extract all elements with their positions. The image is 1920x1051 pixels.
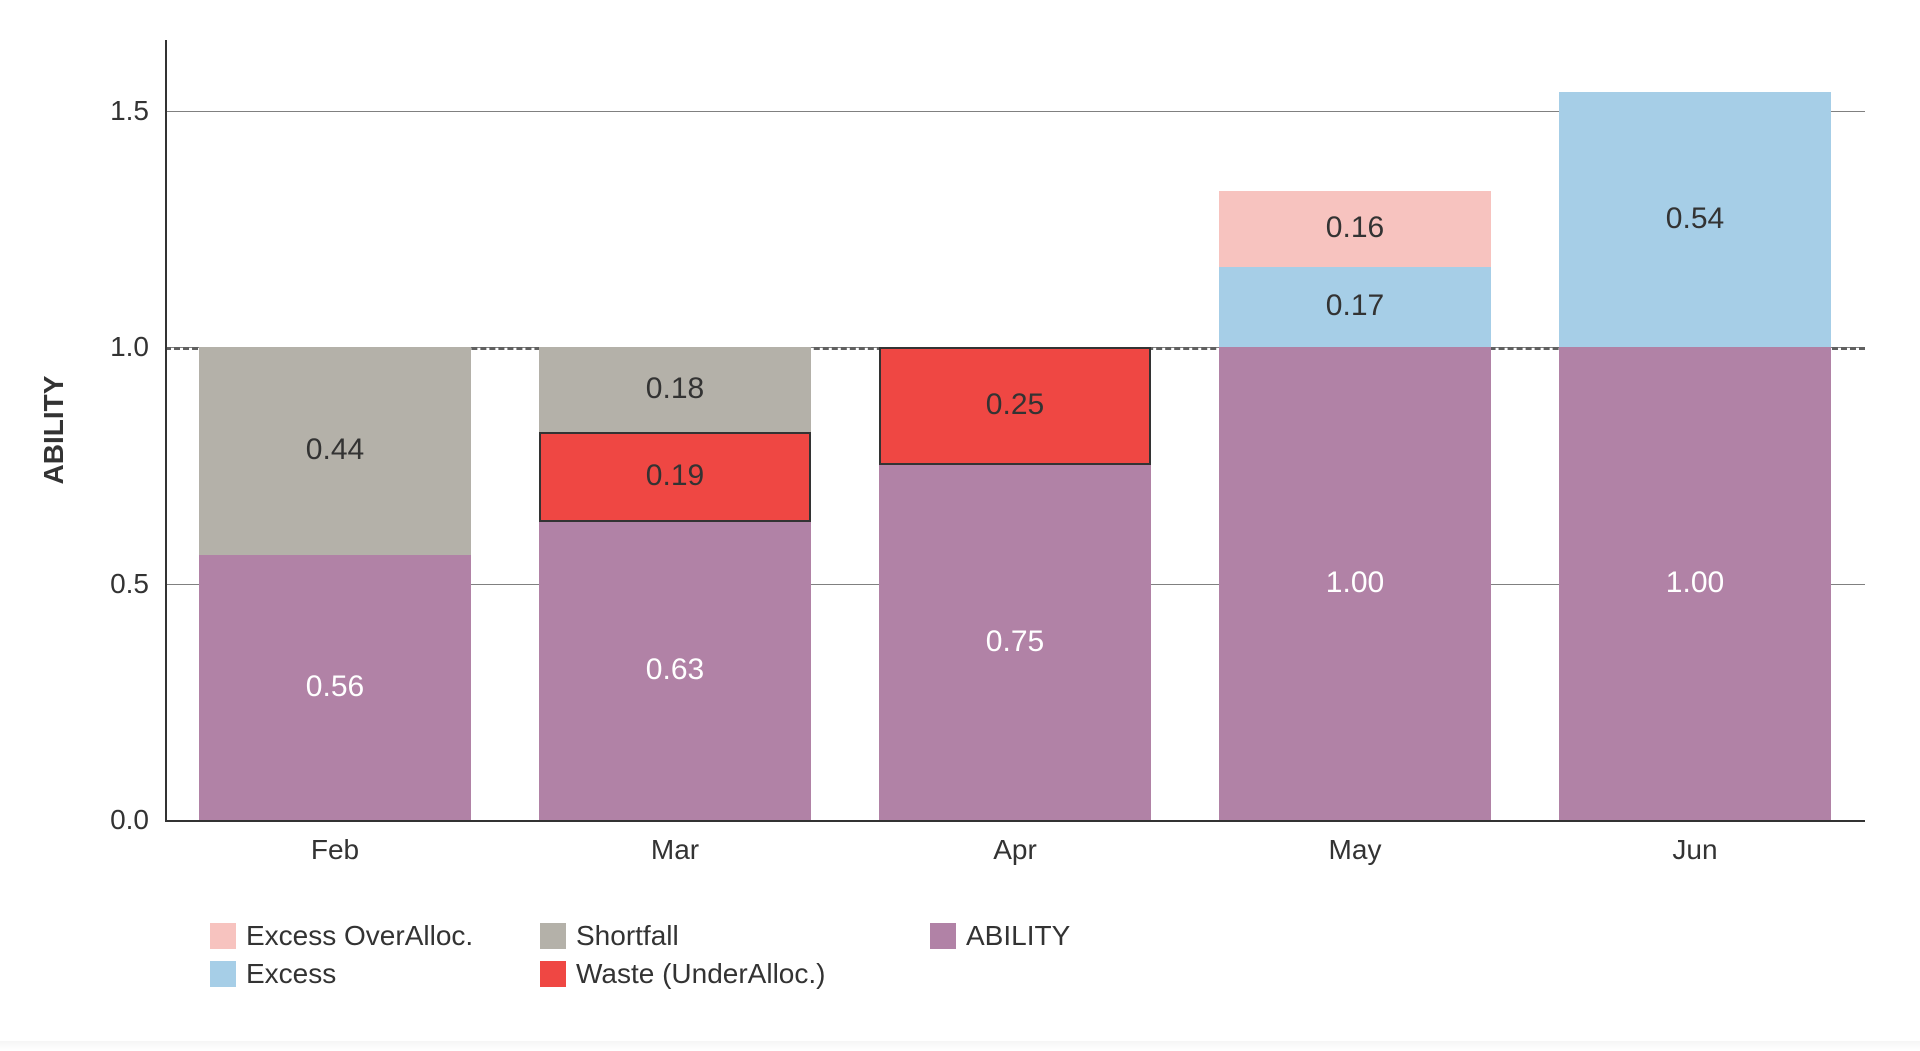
bar-segment-ability — [879, 465, 1151, 820]
x-tick-label: Apr — [993, 820, 1037, 866]
bar-segment-ability — [1219, 347, 1491, 820]
y-tick-label: 0.0 — [110, 804, 165, 836]
legend-label: Waste (UnderAlloc.) — [576, 958, 825, 990]
bar-group: 1.000.170.16 — [1219, 40, 1491, 820]
x-tick-label: Feb — [311, 820, 359, 866]
legend: Excess OverAlloc. Shortfall ABILITY Excess W… — [210, 920, 1190, 990]
legend-item-ability: ABILITY — [930, 920, 1190, 952]
bar-segment-ability — [199, 555, 471, 820]
bar-segment-excess — [1559, 92, 1831, 347]
x-tick-label: May — [1329, 820, 1382, 866]
legend-swatch — [540, 923, 566, 949]
legend-item-shortfall: Shortfall — [540, 920, 920, 952]
legend-label: Excess — [246, 958, 336, 990]
legend-swatch — [540, 961, 566, 987]
ability-stacked-bar-chart: 0.0 0.5 1.0 1.5 ABILITY 0.560.44Feb 0.630.190.… — [0, 0, 1920, 1051]
bottom-shadow — [0, 1041, 1920, 1051]
legend-item-waste_underalloc: Waste (UnderAlloc.) — [540, 958, 920, 990]
y-axis-line — [165, 40, 167, 820]
bar-segment-excess_overalloc — [1219, 191, 1491, 267]
legend-swatch — [210, 961, 236, 987]
y-axis-title: ABILITY — [38, 376, 70, 485]
legend-item-excess_overalloc: Excess OverAlloc. — [210, 920, 530, 952]
legend-item-excess: Excess — [210, 958, 530, 990]
bar-segment-ability — [1559, 347, 1831, 820]
bar-group: 0.750.25 — [879, 40, 1151, 820]
y-tick-label: 1.0 — [110, 331, 165, 363]
legend-label: Excess OverAlloc. — [246, 920, 473, 952]
legend-swatch — [930, 923, 956, 949]
bar-group: 1.000.54 — [1559, 40, 1831, 820]
y-tick-label: 0.5 — [110, 568, 165, 600]
bar-segment-shortfall — [199, 347, 471, 555]
bar-segment-shortfall — [539, 347, 811, 432]
bar-group: 0.630.190.18 — [539, 40, 811, 820]
legend-row: Excess OverAlloc. Shortfall ABILITY — [210, 920, 1190, 952]
bar-group: 0.560.44 — [199, 40, 471, 820]
y-tick-label: 1.5 — [110, 95, 165, 127]
legend-swatch — [210, 923, 236, 949]
bar-segment-ability — [539, 522, 811, 820]
legend-row: Excess Waste (UnderAlloc.) — [210, 958, 1190, 990]
x-tick-label: Mar — [651, 820, 699, 866]
bar-segment-waste_underalloc — [879, 347, 1151, 465]
legend-label: ABILITY — [966, 920, 1070, 952]
bar-segment-waste_underalloc — [539, 432, 811, 522]
bar-segment-excess — [1219, 267, 1491, 347]
x-tick-label: Jun — [1672, 820, 1717, 866]
legend-label: Shortfall — [576, 920, 679, 952]
plot-area: 0.00.51.01.5ABILITY0.560.44Feb0.630.190.… — [165, 40, 1865, 820]
